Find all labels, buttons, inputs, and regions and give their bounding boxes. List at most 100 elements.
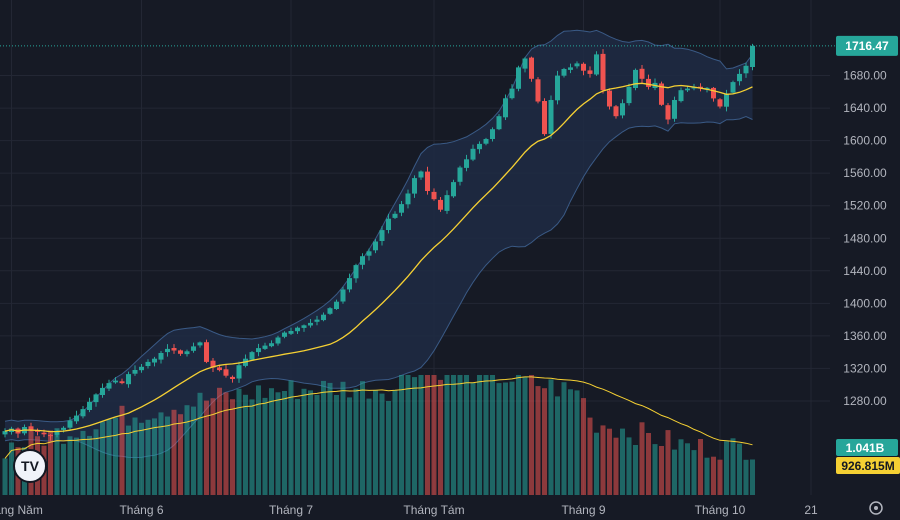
candle [223,364,229,378]
candle [418,170,424,180]
candle-body [737,73,742,82]
candle [269,340,274,348]
volume-bar [275,392,281,495]
candle [295,326,300,334]
volume-bar [509,381,515,495]
candle [308,319,313,328]
candle [204,339,209,364]
x-tick-label: Tháng 7 [269,503,313,517]
candle-body [132,370,138,374]
candle-body [503,98,508,118]
band-upper-line [4,29,753,423]
candle-body [366,251,372,256]
candle-body [119,381,125,384]
candle [379,226,385,246]
candle-body [425,171,430,191]
volume-bar [613,437,619,495]
tradingview-logo-icon[interactable]: TV [13,449,47,483]
volume-bar [704,457,710,495]
y-tick-label: 1600.00 [843,134,887,148]
candle-body [288,331,294,334]
candle [594,51,599,76]
volume-bar [48,430,53,495]
volume-bar [301,388,307,495]
volume-bar [262,397,268,495]
volume-bar [412,377,417,495]
volume-label: 1.041B [846,441,885,455]
candle-body [314,319,320,322]
candle [724,89,729,112]
candle [730,80,736,94]
candle-body [659,83,664,105]
candle [366,248,372,261]
candle-body [438,199,443,210]
candle-body [210,360,216,368]
candle [743,62,749,78]
volume-bar [249,399,255,495]
volume-ma-path [4,376,753,459]
candle-body [405,193,411,205]
candle-body [678,90,684,102]
candle-body [171,348,177,351]
price-axis[interactable]: 1280.00 1320.00 1360.00 1400.00 1440.00 1480.… [843,69,887,408]
gear-icon[interactable] [869,501,883,515]
volume-bar [425,375,430,495]
candle [646,74,651,90]
candle-body [457,167,463,182]
volume-bar [698,439,703,495]
candle [314,315,320,326]
candle-body [152,358,157,363]
volume-bar [503,382,508,495]
candle-body [600,53,606,91]
candle [340,286,346,304]
candle-body [685,88,690,91]
volume-bar [717,459,723,495]
candle-body [100,387,105,395]
candle [405,189,411,209]
candle-body [223,369,229,376]
volume-bar [535,386,541,495]
candle-body [334,301,339,309]
candle [587,66,593,78]
candle [275,335,281,346]
volume-bar [366,398,372,495]
candle [626,83,632,106]
candle-body [347,278,352,290]
last-price-label: 1716.47 [845,39,889,53]
volume-bar [314,395,320,495]
candle-body [230,376,235,379]
candle [678,87,684,103]
candle-body [74,415,79,422]
candle [737,69,742,86]
candle [477,141,482,154]
y-tick-label: 1320.00 [843,361,887,375]
volume-bar [106,419,112,495]
candle-body [490,129,495,139]
candle-body [340,289,346,302]
candle [67,416,73,430]
volume-bar [659,446,664,495]
volume-bar [431,375,437,495]
candle-body [607,90,612,107]
time-axis[interactable]: Tháng Năm Tháng 6 Tháng 7 Tháng Tám Tháng 9 T… [0,503,818,517]
candle [210,358,216,372]
x-tick-label: Tháng 10 [695,503,746,517]
volume-bar [256,385,261,495]
candle-body [581,63,586,71]
candle-body [236,365,242,379]
candle-body [639,68,645,79]
candle [171,344,177,354]
candles [2,43,755,441]
volume-bar [730,438,736,495]
volume-bar [672,449,677,495]
y-tick-label: 1520.00 [843,199,887,213]
x-tick-label: Tháng Tám [403,503,464,517]
volume-bar [464,375,469,495]
candle [581,62,586,76]
candle-body [217,367,222,371]
candle [659,81,664,106]
band-area [5,30,753,458]
y-tick-label: 1440.00 [843,264,887,278]
volume-bar [633,445,638,495]
